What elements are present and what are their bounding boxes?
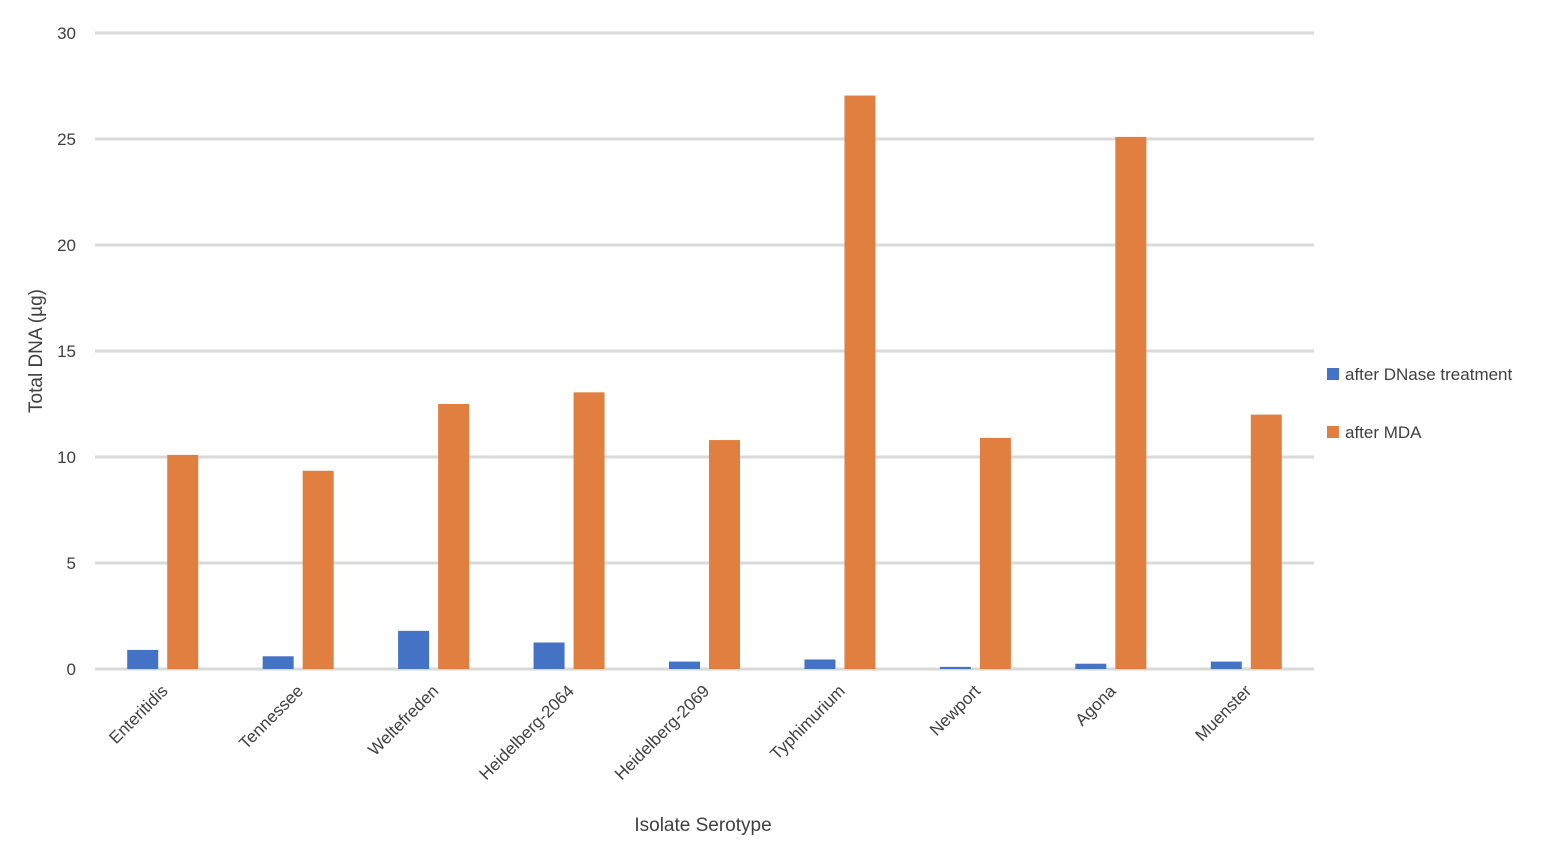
legend-label: after DNase treatment	[1345, 365, 1513, 384]
bar-mda	[1250, 414, 1282, 669]
bar-dnase	[804, 659, 836, 669]
y-tick-label: 10	[57, 448, 76, 467]
x-tick-label: Tennessee	[235, 681, 307, 753]
bar-mda	[844, 95, 876, 670]
bar-dnase	[669, 661, 700, 669]
bar-dnase	[1210, 661, 1242, 669]
legend-label: after MDA	[1345, 423, 1422, 442]
x-tick-label: Heidelberg-2069	[611, 681, 713, 783]
bar-dnase	[127, 649, 159, 669]
bar-dnase	[398, 630, 430, 669]
gridlines	[95, 31, 1314, 671]
y-tick-label: 25	[57, 130, 76, 149]
y-tick-label: 30	[57, 24, 76, 43]
y-axis-ticks: 0 5 10 15 20 25 30	[57, 24, 76, 679]
x-tick-label: Enteritidis	[105, 681, 171, 747]
x-tick-label: Typhimurium	[767, 681, 849, 763]
bar-dnase	[262, 656, 294, 669]
bar-dnase	[939, 666, 971, 669]
x-tick-label: Weltefreden	[364, 681, 442, 759]
legend: after DNase treatment after MDA	[1327, 365, 1513, 442]
bar-dnase	[1075, 663, 1107, 669]
bar-mda	[167, 454, 199, 669]
bars	[127, 95, 1282, 670]
x-tick-label: Heidelberg-2064	[476, 681, 578, 783]
y-tick-label: 15	[57, 342, 76, 361]
bar-mda	[709, 440, 740, 669]
bar-dnase	[533, 642, 565, 669]
legend-swatch	[1327, 426, 1339, 438]
y-tick-label: 0	[67, 660, 76, 679]
bar-mda	[979, 437, 1011, 669]
x-tick-label: Muenster	[1192, 681, 1256, 745]
bar-mda	[573, 392, 605, 669]
x-axis-ticks: Enteritidis Tennessee Weltefreden Heidelber…	[105, 681, 1255, 784]
bar-mda	[438, 404, 470, 669]
y-tick-label: 5	[67, 554, 76, 573]
x-axis-title: Isolate Serotype	[634, 815, 771, 836]
x-tick-label: Agona	[1071, 681, 1120, 730]
x-tick-label: Newport	[926, 681, 984, 739]
bar-mda	[302, 470, 334, 669]
y-tick-label: 20	[57, 236, 76, 255]
y-axis-title: Total DNA (µg)	[26, 289, 47, 413]
bar-mda	[1115, 136, 1147, 669]
legend-swatch	[1327, 368, 1339, 380]
